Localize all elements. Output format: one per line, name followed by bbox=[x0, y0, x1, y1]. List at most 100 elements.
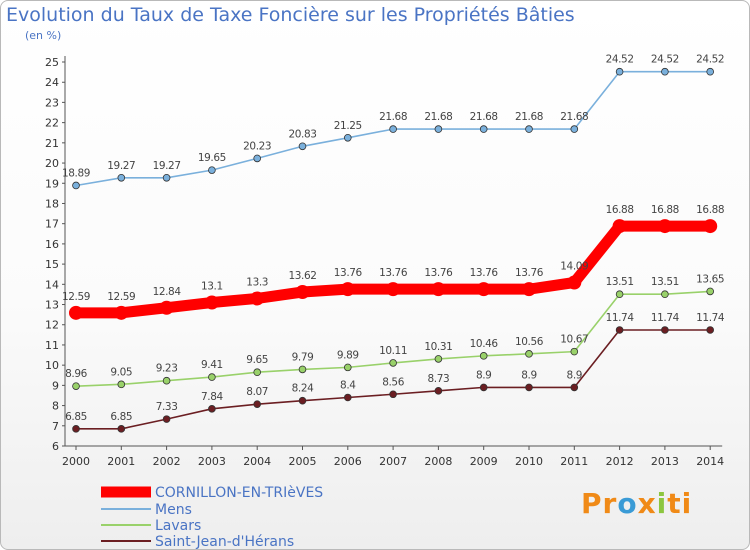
data-label: 6.85 bbox=[65, 411, 87, 423]
data-point bbox=[117, 425, 126, 433]
data-label: 12.59 bbox=[62, 291, 90, 303]
data-label: 20.83 bbox=[288, 128, 316, 140]
legend-label: Mens bbox=[155, 502, 192, 518]
proxiti-logo: Proxiti bbox=[581, 487, 693, 520]
y-tick-label: 11 bbox=[45, 339, 59, 352]
y-tick-label: 9 bbox=[52, 379, 59, 392]
data-label: 21.68 bbox=[379, 111, 407, 123]
chart-title: Evolution du Taux de Taxe Foncière sur l… bbox=[6, 4, 575, 26]
data-label: 16.88 bbox=[696, 204, 724, 216]
y-tick-label: 10 bbox=[45, 359, 59, 372]
data-label: 13.65 bbox=[696, 273, 724, 285]
series-1: 18.89 19.27 19.27 19.65 20.23 20.83 21.25 21.68… bbox=[62, 54, 725, 190]
y-tick-label: 18 bbox=[45, 197, 59, 210]
data-label: 9.23 bbox=[156, 363, 178, 375]
data-point bbox=[250, 291, 265, 306]
data-label: 21.68 bbox=[424, 111, 452, 123]
data-label: 13.76 bbox=[424, 267, 453, 279]
data-label: 9.79 bbox=[292, 351, 314, 363]
data-point bbox=[567, 275, 582, 290]
data-label: 16.88 bbox=[651, 204, 679, 216]
data-point bbox=[117, 174, 126, 182]
data-label: 9.41 bbox=[201, 359, 223, 371]
data-label: 9.89 bbox=[337, 349, 359, 361]
data-label: 13.51 bbox=[606, 276, 634, 288]
data-label: 13.3 bbox=[246, 276, 268, 288]
data-label: 8.24 bbox=[292, 383, 314, 395]
data-point bbox=[114, 305, 129, 320]
data-point bbox=[615, 290, 624, 299]
y-tick-label: 19 bbox=[45, 177, 59, 190]
y-tick-label: 24 bbox=[45, 76, 59, 89]
x-tick-label: 2006 bbox=[334, 455, 362, 468]
data-point bbox=[117, 380, 126, 389]
data-point bbox=[661, 290, 669, 299]
data-label: 19.27 bbox=[107, 160, 135, 172]
data-label: 10.56 bbox=[515, 336, 544, 348]
x-tick-label: 2013 bbox=[651, 455, 679, 468]
data-point bbox=[389, 359, 397, 367]
y-tick-label: 13 bbox=[45, 299, 59, 312]
data-label: 19.27 bbox=[153, 160, 181, 172]
x-tick-label: 2003 bbox=[198, 455, 226, 468]
data-point bbox=[615, 67, 624, 76]
data-point bbox=[706, 67, 714, 76]
data-label: 21.25 bbox=[334, 120, 362, 132]
data-point bbox=[661, 67, 669, 76]
data-label: 8.9 bbox=[567, 369, 583, 381]
data-point bbox=[657, 219, 672, 234]
data-label: 21.68 bbox=[560, 111, 588, 123]
data-label: 24.52 bbox=[606, 54, 634, 66]
data-label: 19.65 bbox=[198, 152, 226, 164]
data-label: 9.65 bbox=[246, 354, 268, 366]
data-label: 8.9 bbox=[476, 369, 492, 381]
data-point bbox=[706, 326, 714, 334]
legend-label: CORNILLON-EN-TRIèVES bbox=[155, 485, 323, 501]
data-point bbox=[522, 282, 536, 297]
data-label: 21.68 bbox=[515, 111, 543, 123]
x-tick-label: 2011 bbox=[560, 455, 588, 468]
data-point bbox=[159, 300, 174, 315]
data-point bbox=[703, 219, 718, 234]
data-point bbox=[343, 363, 352, 372]
data-label: 10.11 bbox=[379, 345, 407, 357]
data-label: 11.74 bbox=[651, 312, 680, 324]
x-tick-label: 2012 bbox=[606, 455, 634, 468]
data-point bbox=[525, 350, 533, 358]
y-tick-label: 14 bbox=[45, 278, 59, 291]
y-tick-label: 17 bbox=[45, 218, 59, 231]
data-point bbox=[208, 405, 216, 413]
y-tick-label: 8 bbox=[52, 400, 59, 413]
data-point bbox=[162, 415, 171, 423]
data-point bbox=[525, 125, 533, 133]
data-point bbox=[340, 282, 355, 297]
y-tick-label: 25 bbox=[45, 56, 59, 69]
data-label: 8.07 bbox=[246, 386, 268, 398]
data-label: 12.59 bbox=[107, 291, 135, 303]
data-label: 10.67 bbox=[560, 334, 588, 346]
x-tick-label: 2010 bbox=[515, 455, 543, 468]
x-tick-label: 2000 bbox=[62, 455, 90, 468]
legend-label: Lavars bbox=[155, 518, 201, 534]
axes: 6 7 8 9 10 11 12 13 14 15 16 17 18 19 20 21 22 23 24 25 2000… bbox=[45, 56, 724, 468]
data-label: 14.09 bbox=[560, 260, 588, 272]
data-label: 13.76 bbox=[379, 267, 408, 279]
data-label: 24.52 bbox=[696, 54, 724, 66]
data-point bbox=[479, 383, 488, 392]
series-2: 8.96 9.05 9.23 9.41 9.65 9.79 9.89 10.11 10.31 10… bbox=[65, 273, 725, 390]
y-tick-label: 12 bbox=[45, 319, 59, 332]
data-label: 8.96 bbox=[65, 368, 87, 380]
data-point bbox=[298, 396, 307, 405]
data-point bbox=[343, 133, 352, 142]
data-label: 13.62 bbox=[288, 270, 316, 282]
x-tick-label: 2009 bbox=[470, 455, 498, 468]
data-point bbox=[162, 376, 171, 385]
data-point bbox=[434, 125, 443, 133]
data-label: 24.52 bbox=[651, 54, 679, 66]
data-point bbox=[570, 383, 579, 392]
x-tick-label: 2002 bbox=[153, 455, 181, 468]
y-tick-label: 22 bbox=[45, 117, 59, 130]
data-label: 8.56 bbox=[382, 376, 404, 388]
